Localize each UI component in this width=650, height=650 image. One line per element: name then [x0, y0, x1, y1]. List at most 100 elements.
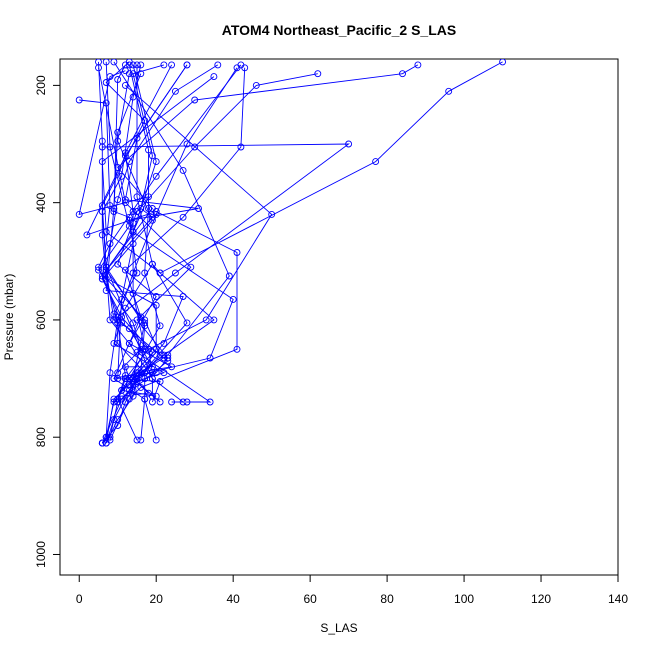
data-point — [171, 269, 179, 277]
data-point — [110, 339, 118, 347]
series-line — [105, 64, 165, 403]
x-tick-label: 40 — [226, 592, 240, 606]
chart-title: ATOM4 Northeast_Pacific_2 S_LAS — [222, 22, 456, 38]
x-tick-label: 120 — [531, 592, 551, 606]
data-point — [268, 210, 276, 218]
data-point — [183, 61, 191, 69]
data-point — [129, 386, 137, 394]
data-point — [179, 398, 187, 406]
x-axis: 0 20 40 60 80 100 120 140 — [76, 575, 628, 606]
data-point — [114, 398, 122, 406]
data-point — [75, 210, 83, 218]
data-point — [399, 70, 406, 78]
data-point — [164, 354, 172, 362]
data-point — [168, 363, 176, 371]
data-point — [206, 398, 214, 406]
data-point — [114, 422, 122, 429]
series-line — [101, 76, 215, 444]
data-point — [499, 59, 507, 66]
y-axis-label: Pressure (mbar) — [2, 274, 16, 361]
data-point — [129, 70, 137, 78]
series-27 — [114, 70, 322, 388]
data-point — [314, 70, 322, 78]
series-25 — [95, 64, 195, 394]
data-point — [168, 398, 176, 406]
y-tick-label: 800 — [34, 427, 48, 447]
data-point — [133, 269, 141, 277]
data-point — [237, 143, 245, 151]
series-line — [124, 64, 212, 403]
data-point — [106, 369, 114, 377]
data-point — [98, 202, 106, 210]
data-point — [156, 269, 164, 277]
data-point — [160, 339, 168, 347]
data-point — [445, 87, 453, 95]
data-point — [133, 61, 141, 69]
data-point — [102, 433, 110, 441]
data-point — [179, 213, 187, 221]
data-point — [171, 87, 179, 95]
data-point — [121, 304, 129, 312]
series-line — [117, 73, 318, 385]
data-point — [345, 140, 353, 148]
data-point — [114, 128, 122, 136]
data-point — [141, 375, 149, 383]
data-point — [118, 295, 126, 303]
data-point — [225, 272, 233, 280]
data-point — [129, 219, 137, 227]
data-point — [98, 272, 106, 280]
data-point — [168, 61, 176, 69]
data-point — [83, 231, 91, 239]
data-point — [121, 199, 129, 207]
series-line — [102, 143, 350, 397]
data-point — [148, 152, 156, 160]
data-point — [98, 143, 106, 151]
data-point — [114, 76, 122, 83]
series-line — [101, 73, 153, 441]
data-point — [133, 208, 141, 215]
data-point — [152, 158, 160, 166]
data-point — [125, 213, 133, 221]
data-point — [148, 205, 156, 212]
data-point — [148, 363, 156, 371]
data-point — [129, 208, 137, 215]
x-tick-label: 100 — [454, 592, 474, 606]
data-point — [160, 61, 168, 69]
data-point — [148, 260, 156, 268]
data-point — [414, 61, 422, 69]
series-21 — [95, 61, 245, 406]
y-tick-label: 1000 — [34, 541, 48, 568]
data-point — [125, 325, 133, 333]
data-point — [95, 263, 102, 271]
data-point — [237, 61, 245, 69]
data-point — [160, 354, 168, 362]
data-point — [114, 260, 122, 268]
data-point — [137, 61, 145, 69]
data-point — [214, 61, 222, 69]
data-point — [110, 205, 118, 212]
data-point — [145, 146, 152, 154]
data-point — [121, 375, 129, 383]
data-point — [110, 375, 118, 383]
y-tick-label: 600 — [34, 310, 48, 330]
data-point — [110, 316, 118, 324]
data-point — [152, 172, 160, 180]
data-point — [210, 73, 218, 81]
data-point — [152, 301, 160, 309]
data-point — [179, 166, 187, 174]
data-point — [133, 316, 141, 324]
y-axis: 200 400 600 800 1000 — [34, 75, 60, 568]
x-tick-label: 80 — [380, 592, 394, 606]
data-point — [210, 316, 218, 324]
data-point — [229, 295, 237, 303]
plot-frame — [59, 58, 619, 576]
y-tick-label: 400 — [34, 192, 48, 212]
data-point — [145, 193, 152, 201]
data-point — [98, 231, 106, 239]
series-line — [105, 64, 419, 391]
series-26 — [110, 59, 507, 388]
data-point — [179, 293, 187, 300]
data-point — [133, 369, 141, 377]
data-point — [141, 395, 149, 403]
series-line — [113, 61, 503, 385]
